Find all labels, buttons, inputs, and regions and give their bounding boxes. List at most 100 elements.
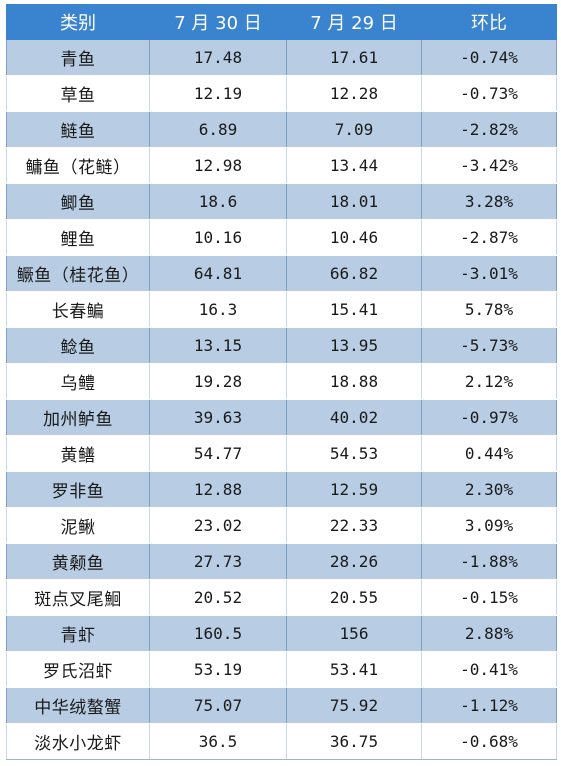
header-category: 类别 xyxy=(6,4,150,40)
cell-jul30: 39.63 xyxy=(149,399,287,436)
cell-name: 罗非鱼 xyxy=(6,471,150,508)
table-row: 泥鳅 23.02 22.33 3.09% xyxy=(6,507,557,544)
table-row: 鲢鱼 6.89 7.09 -2.82% xyxy=(6,111,557,148)
table-row: 中华绒螯蟹 75.07 75.92 -1.12% xyxy=(6,687,557,724)
table-row: 草鱼 12.19 12.28 -0.73% xyxy=(6,75,557,112)
cell-name: 鲤鱼 xyxy=(6,219,150,256)
cell-jul29: 18.88 xyxy=(286,363,422,400)
cell-jul30: 18.6 xyxy=(149,183,287,220)
header-jul30: 7 月 30 日 xyxy=(149,4,287,40)
cell-name: 罗氏沼虾 xyxy=(6,651,150,688)
cell-name: 黄鳝 xyxy=(6,435,150,472)
table-row: 青鱼 17.48 17.61 -0.74% xyxy=(6,39,557,76)
table-row: 鲶鱼 13.15 13.95 -5.73% xyxy=(6,327,557,364)
cell-name: 淡水小龙虾 xyxy=(6,723,150,760)
cell-jul30: 13.15 xyxy=(149,327,287,364)
cell-name: 乌鳢 xyxy=(6,363,150,400)
cell-jul30: 54.77 xyxy=(149,435,287,472)
cell-jul30: 53.19 xyxy=(149,651,287,688)
cell-name: 青虾 xyxy=(6,615,150,652)
cell-change: -3.01% xyxy=(421,255,557,292)
table-row: 加州鲈鱼 39.63 40.02 -0.97% xyxy=(6,399,557,436)
table-row: 鲫鱼 18.6 18.01 3.28% xyxy=(6,183,557,220)
table-body: 青鱼 17.48 17.61 -0.74% 草鱼 12.19 12.28 -0.… xyxy=(6,39,557,760)
cell-jul30: 160.5 xyxy=(149,615,287,652)
cell-change: -0.15% xyxy=(421,579,557,616)
cell-jul29: 22.33 xyxy=(286,507,422,544)
header-row: 类别 7 月 30 日 7 月 29 日 环比 xyxy=(6,4,557,40)
cell-jul30: 20.52 xyxy=(149,579,287,616)
cell-change: -5.73% xyxy=(421,327,557,364)
cell-jul30: 19.28 xyxy=(149,363,287,400)
cell-jul30: 12.98 xyxy=(149,147,287,184)
cell-jul29: 12.59 xyxy=(286,471,422,508)
table-row: 罗氏沼虾 53.19 53.41 -0.41% xyxy=(6,651,557,688)
cell-name: 鳜鱼（桂花鱼） xyxy=(6,255,150,292)
cell-name: 鲫鱼 xyxy=(6,183,150,220)
cell-jul30: 36.5 xyxy=(149,723,287,760)
cell-change: 2.30% xyxy=(421,471,557,508)
cell-jul30: 16.3 xyxy=(149,291,287,328)
cell-change: 5.78% xyxy=(421,291,557,328)
cell-jul30: 64.81 xyxy=(149,255,287,292)
cell-jul29: 53.41 xyxy=(286,651,422,688)
cell-jul29: 40.02 xyxy=(286,399,422,436)
table-row: 鳜鱼（桂花鱼） 64.81 66.82 -3.01% xyxy=(6,255,557,292)
cell-jul30: 12.19 xyxy=(149,75,287,112)
cell-change: 2.12% xyxy=(421,363,557,400)
table-row: 黄鳝 54.77 54.53 0.44% xyxy=(6,435,557,472)
cell-change: -0.41% xyxy=(421,651,557,688)
cell-name: 黄颡鱼 xyxy=(6,543,150,580)
cell-change: -2.87% xyxy=(421,219,557,256)
cell-jul30: 27.73 xyxy=(149,543,287,580)
cell-name: 加州鲈鱼 xyxy=(6,399,150,436)
cell-jul29: 75.92 xyxy=(286,687,422,724)
cell-change: -1.88% xyxy=(421,543,557,580)
cell-jul30: 10.16 xyxy=(149,219,287,256)
cell-jul30: 6.89 xyxy=(149,111,287,148)
cell-change: 0.44% xyxy=(421,435,557,472)
cell-jul29: 54.53 xyxy=(286,435,422,472)
cell-name: 中华绒螯蟹 xyxy=(6,687,150,724)
cell-name: 青鱼 xyxy=(6,39,150,76)
cell-name: 斑点叉尾鮰 xyxy=(6,579,150,616)
cell-jul29: 13.44 xyxy=(286,147,422,184)
cell-name: 长春鳊 xyxy=(6,291,150,328)
table-row: 乌鳢 19.28 18.88 2.12% xyxy=(6,363,557,400)
cell-name: 鲶鱼 xyxy=(6,327,150,364)
cell-change: -0.74% xyxy=(421,39,557,76)
cell-change: -2.82% xyxy=(421,111,557,148)
cell-jul30: 12.88 xyxy=(149,471,287,508)
cell-name: 鳙鱼（花鲢） xyxy=(6,147,150,184)
table-row: 长春鳊 16.3 15.41 5.78% xyxy=(6,291,557,328)
cell-name: 草鱼 xyxy=(6,75,150,112)
cell-jul30: 17.48 xyxy=(149,39,287,76)
cell-jul29: 7.09 xyxy=(286,111,422,148)
cell-jul29: 10.46 xyxy=(286,219,422,256)
cell-change: -1.12% xyxy=(421,687,557,724)
cell-change: -0.73% xyxy=(421,75,557,112)
header-jul29: 7 月 29 日 xyxy=(286,4,422,40)
cell-change: 3.09% xyxy=(421,507,557,544)
price-table: 类别 7 月 30 日 7 月 29 日 环比 青鱼 17.48 17.61 -… xyxy=(6,4,557,760)
table-row: 黄颡鱼 27.73 28.26 -1.88% xyxy=(6,543,557,580)
cell-jul29: 28.26 xyxy=(286,543,422,580)
cell-change: -0.68% xyxy=(421,723,557,760)
cell-change: 2.88% xyxy=(421,615,557,652)
table-row: 罗非鱼 12.88 12.59 2.30% xyxy=(6,471,557,508)
cell-jul30: 23.02 xyxy=(149,507,287,544)
cell-jul29: 17.61 xyxy=(286,39,422,76)
cell-jul30: 75.07 xyxy=(149,687,287,724)
cell-name: 泥鳅 xyxy=(6,507,150,544)
cell-jul29: 13.95 xyxy=(286,327,422,364)
cell-jul29: 15.41 xyxy=(286,291,422,328)
cell-change: -3.42% xyxy=(421,147,557,184)
table-row: 青虾 160.5 156 2.88% xyxy=(6,615,557,652)
cell-jul29: 20.55 xyxy=(286,579,422,616)
cell-jul29: 18.01 xyxy=(286,183,422,220)
table-row: 鲤鱼 10.16 10.46 -2.87% xyxy=(6,219,557,256)
cell-name: 鲢鱼 xyxy=(6,111,150,148)
cell-change: 3.28% xyxy=(421,183,557,220)
cell-jul29: 36.75 xyxy=(286,723,422,760)
table-row: 淡水小龙虾 36.5 36.75 -0.68% xyxy=(6,723,557,760)
